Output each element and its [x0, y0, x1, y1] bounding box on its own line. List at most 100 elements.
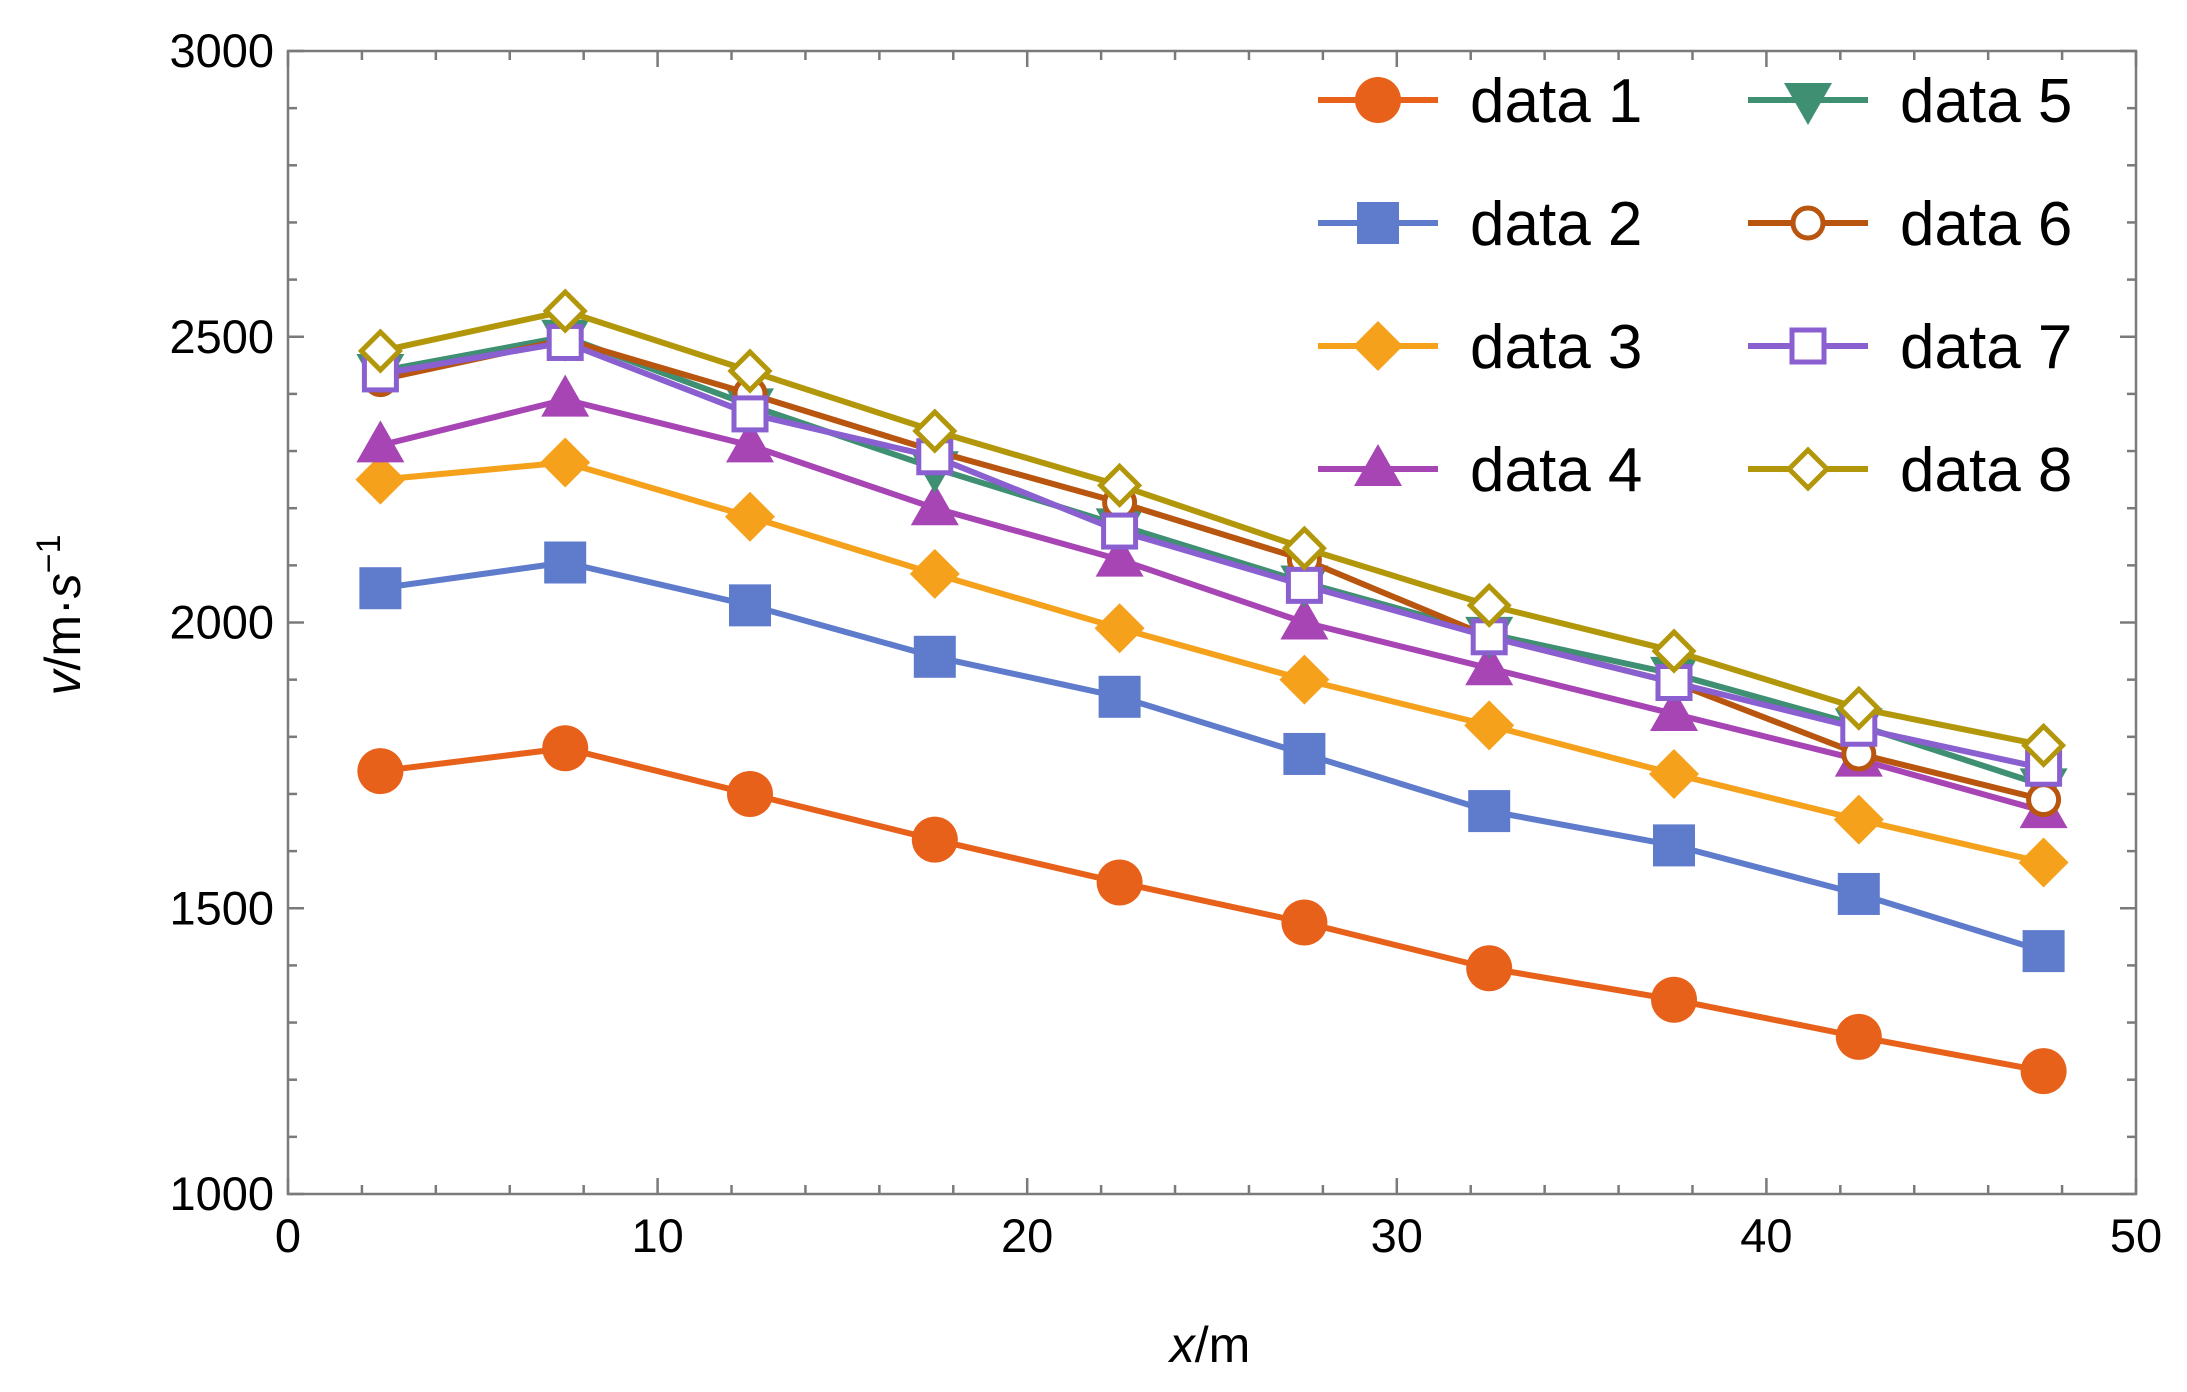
series-4-point — [356, 420, 405, 463]
y-axis-var2: s — [35, 573, 91, 598]
series-1-point — [357, 748, 404, 795]
series-1-point — [1281, 899, 1328, 946]
x-tick-label: 0 — [275, 1209, 301, 1262]
legend-item-1: data 1 — [1318, 67, 1642, 136]
series-2-point — [913, 635, 956, 678]
series-7-point — [731, 395, 769, 433]
series-2-point — [1653, 824, 1695, 867]
legend-item-3: data 3 — [1318, 313, 1642, 382]
series-3-point — [355, 454, 406, 505]
series-3-point — [909, 548, 960, 599]
x-axis-var: x — [1168, 1317, 1197, 1373]
series-2 — [359, 541, 2065, 973]
y-axis-title: v/m·s−1 — [30, 535, 91, 696]
legend-label: data 1 — [1470, 67, 1642, 136]
series-6-line — [379, 336, 2045, 803]
legend-swatch-marker — [1784, 83, 1832, 125]
series-8-point — [2021, 722, 2067, 768]
series-1-point — [1835, 1013, 1882, 1060]
y-axis-unit: /m· — [35, 598, 91, 670]
ticks-layer — [286, 49, 2138, 1196]
series-8-point — [357, 328, 403, 374]
series-8-point — [542, 288, 588, 334]
series-1 — [357, 725, 2067, 1095]
series-layer — [355, 288, 2069, 1095]
series-4-point — [726, 420, 774, 463]
y-tick-label: 2500 — [169, 310, 274, 363]
y-tick-label: 3000 — [169, 24, 274, 77]
y-axis-exponent: −1 — [30, 535, 68, 574]
legend-label: data 7 — [1900, 313, 2072, 382]
series-3-point — [1464, 700, 1515, 751]
legend-swatch-marker — [1354, 444, 1402, 486]
y-tick-label: 1500 — [169, 881, 274, 934]
series-2-point — [359, 567, 402, 610]
series-3-point — [540, 437, 591, 488]
series-8-point — [727, 348, 773, 394]
legend-label: data 3 — [1470, 313, 1642, 382]
legend-swatch-marker — [1355, 77, 1401, 123]
series-8-point — [912, 408, 958, 454]
series-7-line — [379, 339, 2045, 772]
legend-item-5: data 5 — [1748, 67, 2072, 136]
series-2-point — [1468, 790, 1511, 833]
x-tick-label: 50 — [2110, 1209, 2162, 1262]
series-3-point — [725, 491, 775, 542]
series-1-point — [542, 725, 589, 772]
series-4-point — [1465, 643, 1514, 686]
y-axis-var: v — [35, 667, 91, 695]
series-4-point — [1095, 534, 1144, 577]
x-tick-label: 40 — [1740, 1209, 1792, 1262]
series-1-point — [2020, 1048, 2067, 1095]
series-4-point — [541, 374, 590, 417]
legend-swatch-marker — [1790, 205, 1826, 241]
series-8-point — [1836, 685, 1882, 731]
series-2-point — [1837, 872, 1880, 915]
series-8-point — [1466, 582, 1512, 628]
legend-label: data 4 — [1470, 436, 1642, 505]
series-3-point — [1833, 794, 1884, 845]
legend-label: data 2 — [1470, 190, 1642, 259]
legend-item-8: data 8 — [1748, 436, 2072, 505]
series-8-point — [1651, 628, 1697, 674]
series-3-point — [1279, 654, 1330, 705]
legend-label: data 8 — [1900, 436, 2072, 505]
series-7 — [361, 323, 2063, 787]
y-tick-label: 2000 — [169, 596, 274, 649]
series-1-point — [1466, 945, 1513, 992]
legend-swatch-marker — [1789, 327, 1827, 365]
series-5-line — [379, 333, 2045, 789]
legend-label: data 6 — [1900, 190, 2072, 259]
series-3-point — [1094, 603, 1145, 654]
series-2-point — [1098, 675, 1141, 718]
legend-item-7: data 7 — [1748, 313, 2072, 382]
series-4-point — [910, 483, 959, 526]
x-axis-title: x/m — [1168, 1317, 1251, 1373]
x-tick-label: 10 — [631, 1209, 683, 1262]
legend-swatch-marker — [1357, 202, 1399, 244]
series-3-point — [1649, 748, 1699, 799]
x-axis-unit: /m — [1195, 1317, 1251, 1373]
series-1-point — [1651, 976, 1697, 1023]
series-4-point — [1650, 688, 1698, 731]
series-1-point — [1096, 859, 1143, 906]
y-tick-label: 1000 — [169, 1167, 274, 1220]
series-7-point — [1285, 566, 1323, 604]
legend-item-6: data 6 — [1748, 190, 2072, 259]
legend: data 1 data 2 data 3 data 4 data 5 data 6 data… — [1318, 67, 2072, 505]
x-tick-label: 30 — [1371, 1209, 1423, 1262]
legend-swatch-marker — [1353, 321, 1403, 371]
series-4-line — [379, 396, 2045, 814]
series-1-point — [911, 816, 958, 863]
series-8 — [357, 288, 2067, 768]
labels-layer: 0 10 20 30 40 50 1000 1500 2000 2500 3000 — [169, 24, 2162, 1262]
series-1-point — [727, 770, 773, 817]
legend-item-2: data 2 — [1318, 190, 1642, 259]
x-tick-label: 20 — [1001, 1209, 1053, 1262]
series-8-line — [379, 308, 2045, 749]
series-3-line — [380, 459, 2045, 866]
legend-item-4: data 4 — [1318, 436, 1642, 505]
series-7-point — [2025, 749, 2063, 787]
